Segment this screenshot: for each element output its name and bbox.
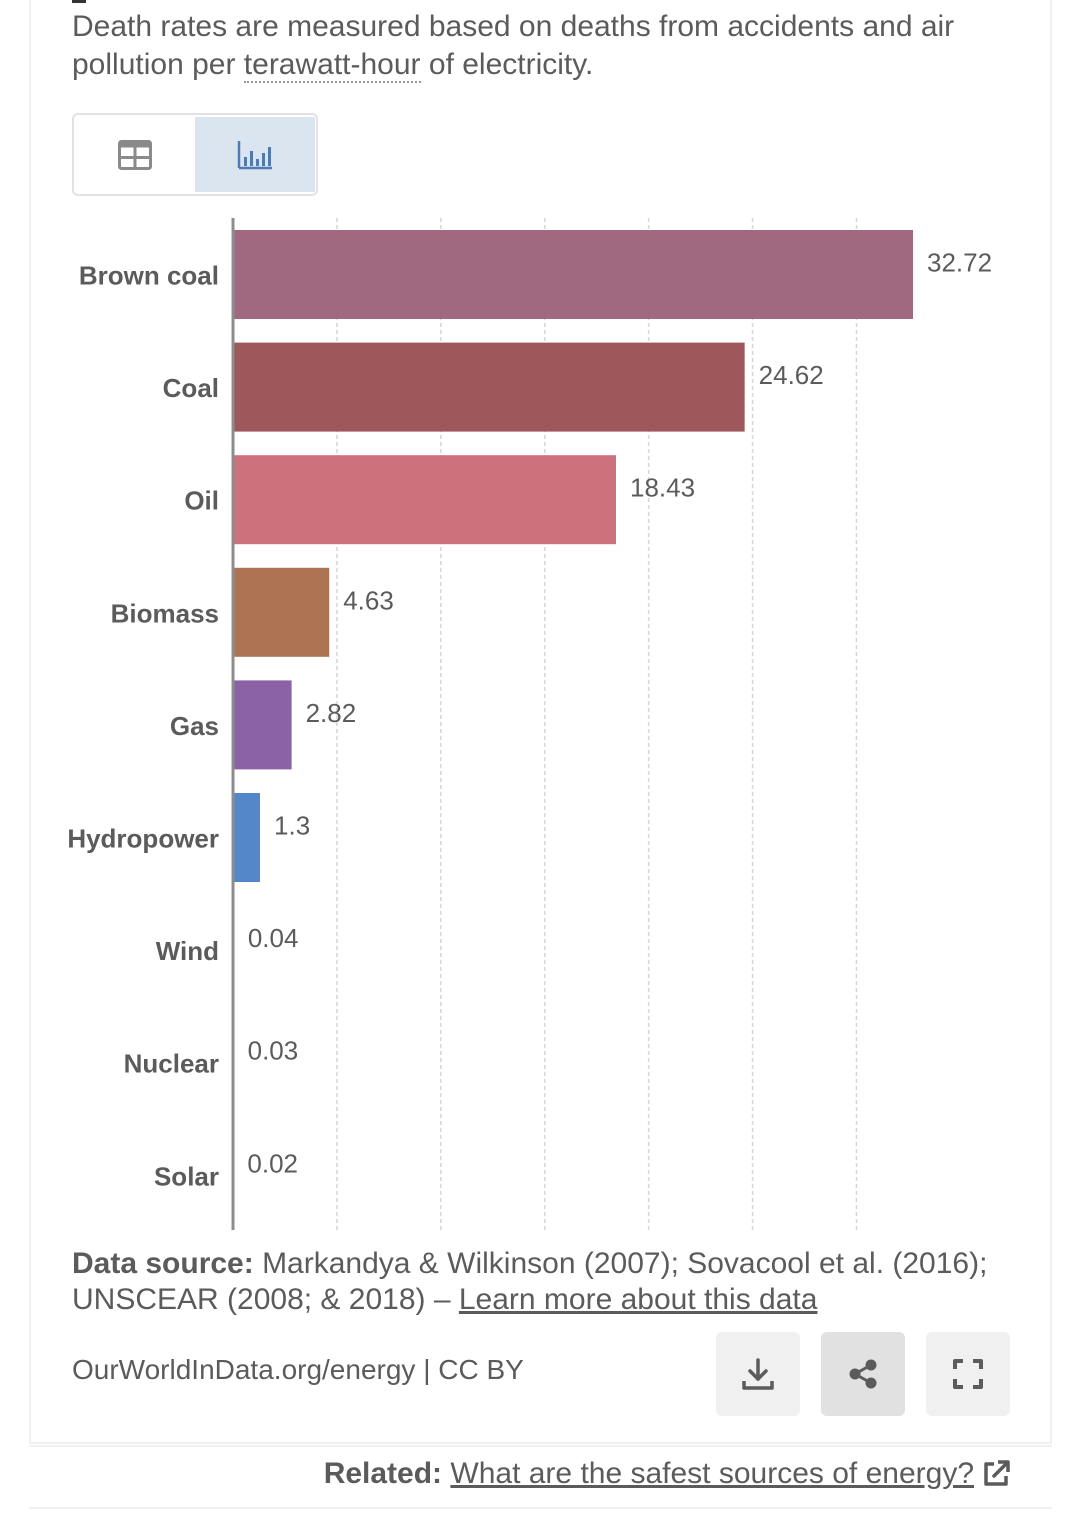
value-label: 18.43 (630, 473, 695, 503)
value-label: 1.3 (274, 811, 310, 841)
category-label: Oil (184, 486, 219, 516)
table-view-button[interactable] (76, 117, 194, 192)
bar-oil (233, 455, 617, 545)
value-label: 32.72 (927, 248, 992, 278)
category-label: Brown coal (79, 261, 219, 291)
share-icon (849, 1359, 877, 1389)
related-link[interactable]: What are the safest sources of energy? (450, 1457, 974, 1490)
data-source: Data source: Markandya & Wilkinson (2007… (72, 1246, 1012, 1318)
chart-view-button[interactable] (195, 117, 315, 192)
bar-biomass (233, 567, 330, 657)
value-label: 2.82 (306, 698, 357, 728)
category-label: Wind (156, 936, 219, 966)
category-label: Nuclear (124, 1049, 219, 1079)
category-label: Biomass (111, 598, 219, 628)
value-label: 24.62 (759, 360, 824, 390)
title-remnant (72, 0, 86, 3)
category-label: Coal (163, 373, 219, 403)
subtitle-text-before: Death rates are measured based on deaths… (72, 10, 955, 81)
share-button[interactable] (821, 1332, 905, 1416)
bar-hydropower (233, 793, 261, 882)
subtitle-text-after: of electricity. (420, 48, 594, 81)
value-label: 0.02 (247, 1148, 298, 1178)
chart-subtitle: Death rates are measured based on deaths… (72, 8, 1022, 84)
bar-chart: Brown coal 32.72 Coal 24.62 Oil 18.43 Biomass 4… (67, 218, 992, 1230)
category-label: Gas (170, 711, 219, 741)
category-label: Solar (154, 1161, 219, 1191)
glossary-term-terawatt-hour[interactable]: terawatt-hour (243, 48, 421, 83)
download-icon (742, 1358, 774, 1390)
bar-brown-coal (233, 230, 913, 319)
bar-chart-icon (237, 140, 272, 169)
category-label: Hydropower (67, 824, 219, 854)
external-link-icon[interactable] (982, 1460, 1010, 1488)
footer-url[interactable]: OurWorldInData.org/energy | CC BY (72, 1354, 524, 1385)
learn-more-link[interactable]: Learn more about this data (458, 1283, 818, 1316)
fullscreen-icon (953, 1359, 983, 1389)
chart-card (29, 0, 1052, 1444)
data-source-label: Data source: (72, 1247, 254, 1280)
bar-coal (233, 342, 745, 432)
view-toggle (72, 113, 318, 196)
value-label: 0.04 (248, 923, 299, 953)
data-source-text: Markandya & Wilkinson (2007); Sovacool e… (72, 1247, 988, 1316)
footer-divider (29, 1445, 1052, 1447)
related-article: Related: What are the safest sources of … (0, 1454, 1010, 1494)
value-label: 0.03 (248, 1036, 299, 1066)
fullscreen-button[interactable] (926, 1332, 1010, 1416)
bar-gas (233, 680, 292, 770)
download-button[interactable] (716, 1332, 800, 1416)
card-bottom-border (29, 1507, 1052, 1509)
table-icon (118, 139, 152, 170)
value-label: 4.63 (343, 585, 394, 615)
related-label: Related: (323, 1457, 443, 1490)
